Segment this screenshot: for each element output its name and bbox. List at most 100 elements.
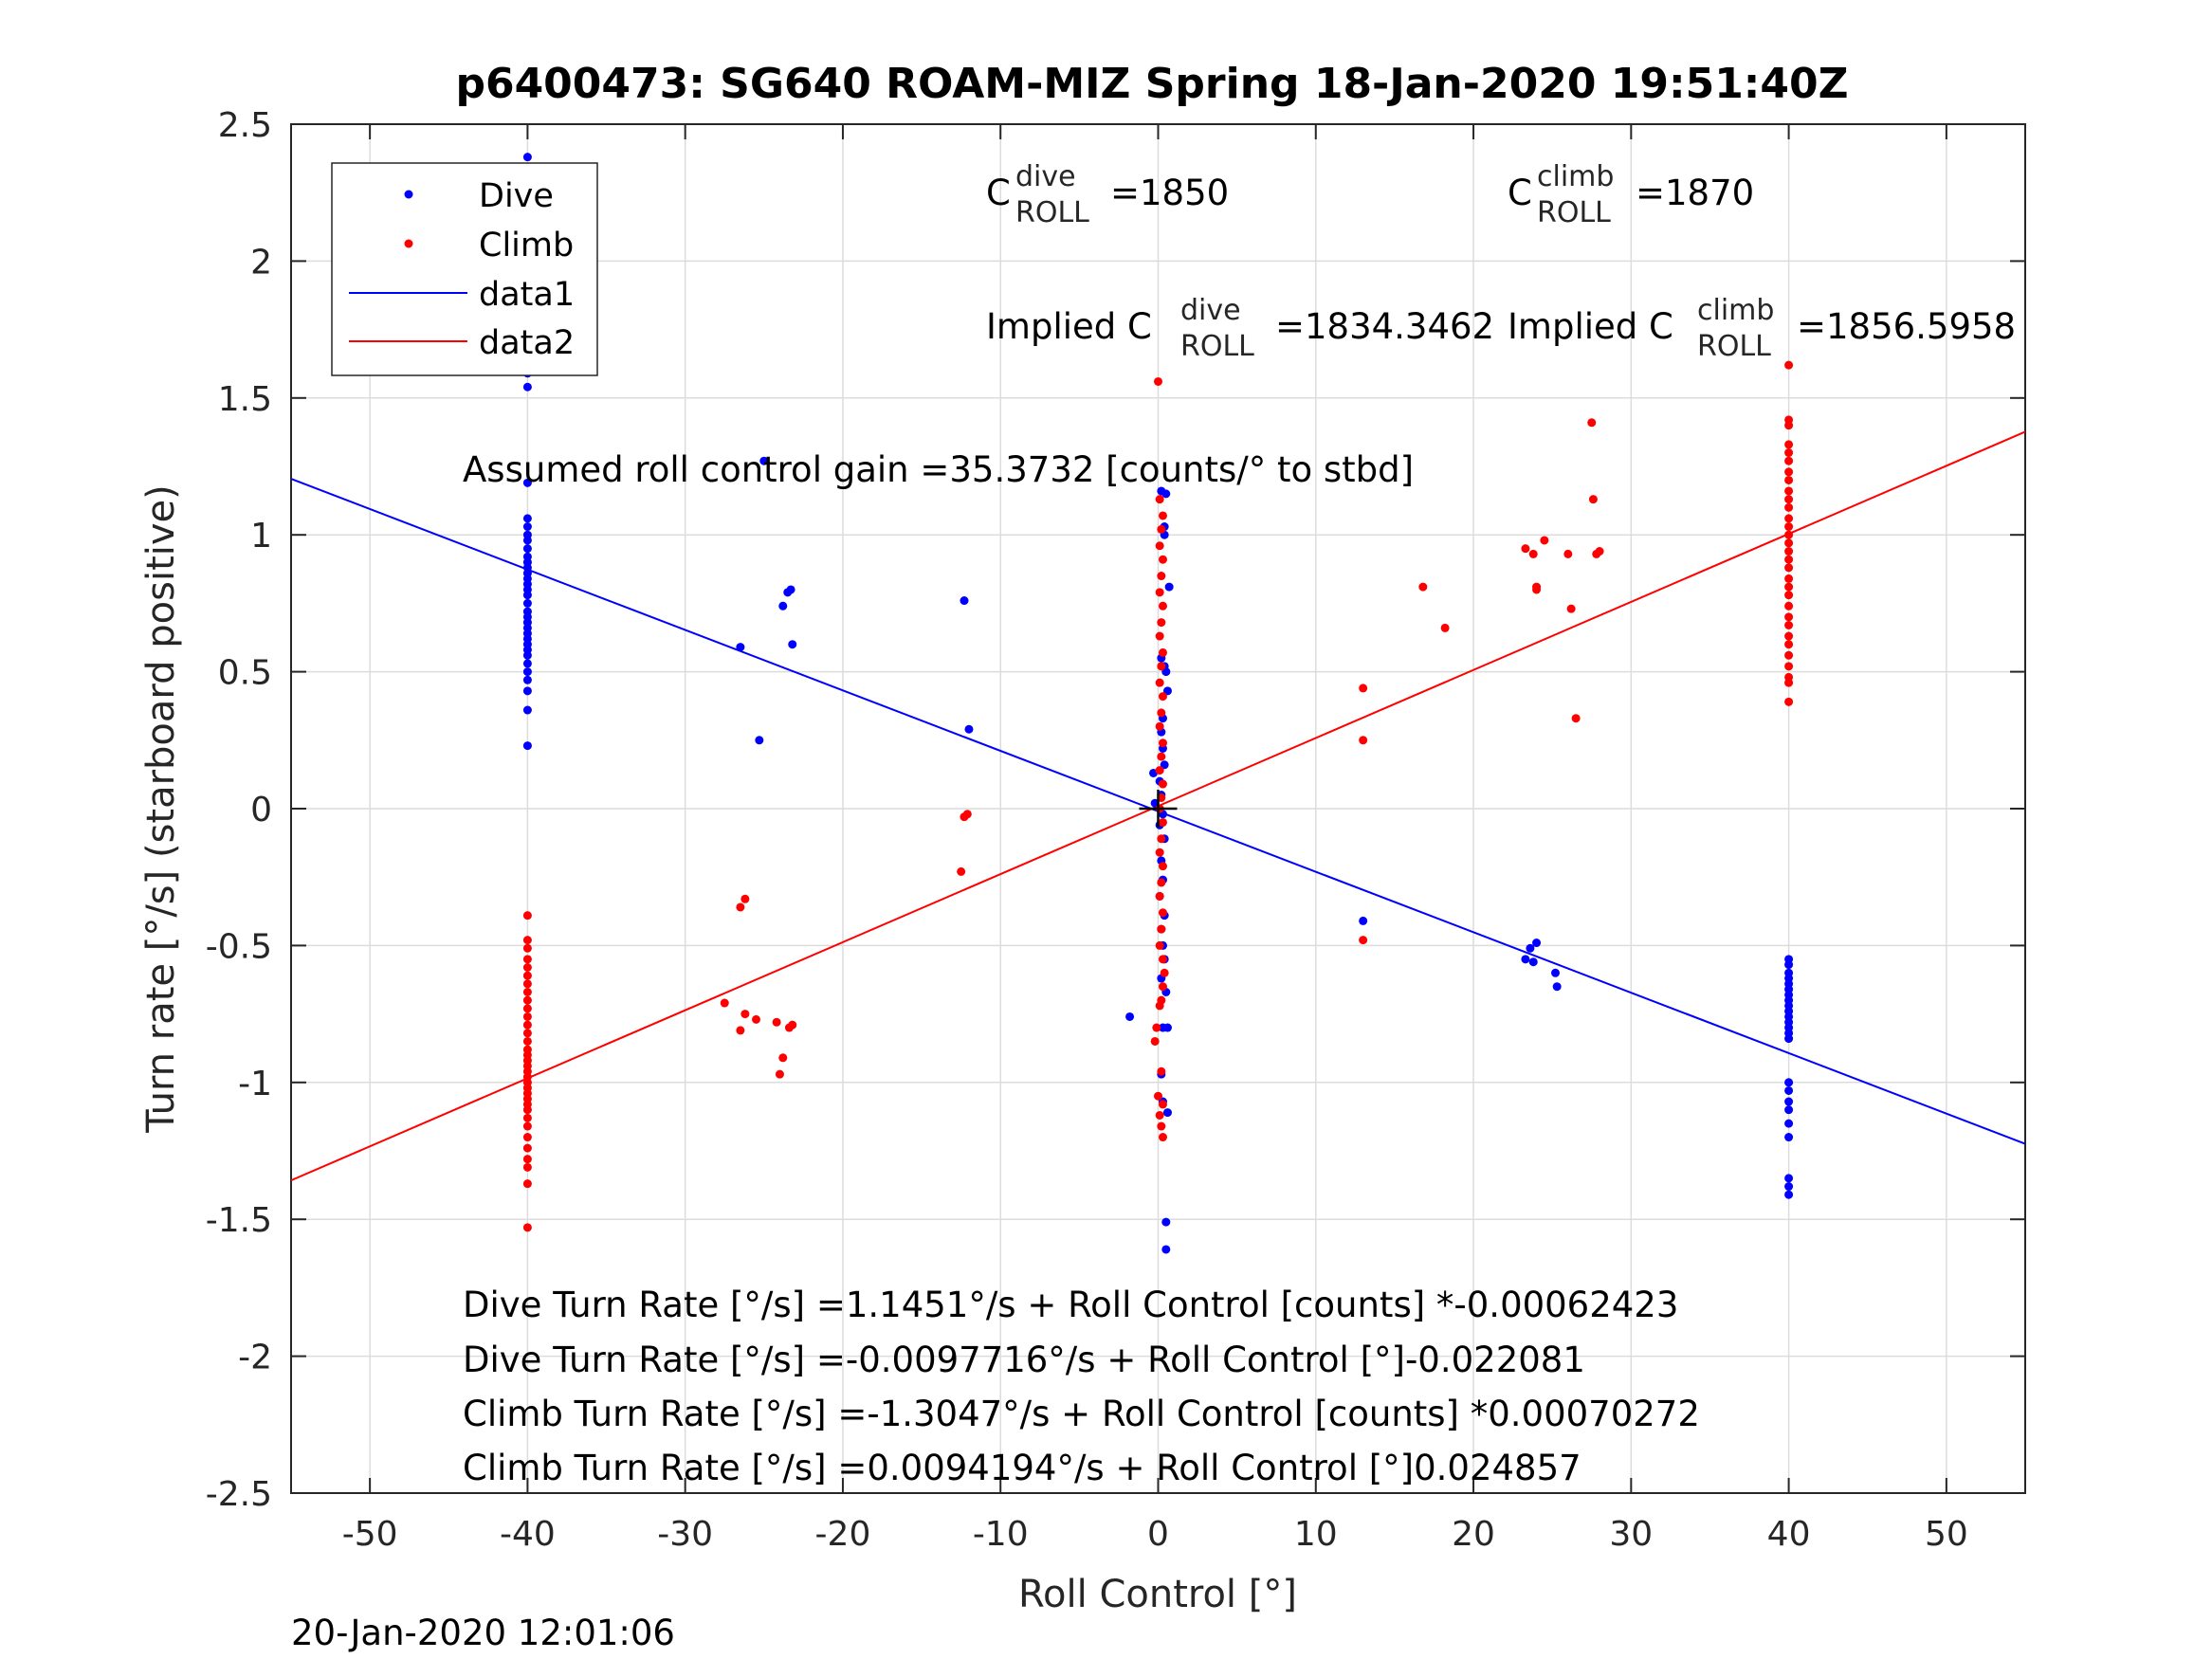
climb-point <box>778 1053 788 1063</box>
dive-point <box>1784 960 1794 970</box>
climb-point <box>1157 662 1166 671</box>
climb-point <box>1784 421 1794 430</box>
climb-point <box>1571 714 1581 723</box>
climb-point <box>1157 1066 1166 1076</box>
equation-climb-counts: Climb Turn Rate [°/s] =-1.3047°/s + Roll… <box>463 1394 1700 1434</box>
dive-point <box>960 596 969 606</box>
climb-point <box>1157 618 1166 628</box>
climb-point <box>1155 541 1164 551</box>
climb-point <box>1784 555 1794 564</box>
climb-point <box>522 1113 532 1122</box>
x-tick-label: 20 <box>1452 1515 1495 1554</box>
dive-point <box>522 382 532 392</box>
x-tick-label: 30 <box>1609 1515 1653 1554</box>
x-tick-label: -30 <box>657 1515 713 1554</box>
c-roll-climb-value: =1870 <box>1636 173 1754 213</box>
dive-point <box>522 686 532 696</box>
dive-point <box>1162 1023 1172 1032</box>
climb-point <box>1157 924 1166 934</box>
climb-point <box>522 1036 532 1046</box>
x-tick-label: -20 <box>815 1515 871 1554</box>
implied-climb-sup: climb <box>1697 294 1774 327</box>
climb-point <box>788 1020 797 1030</box>
climb-point <box>522 955 532 964</box>
climb-point <box>522 936 532 945</box>
dive-point <box>522 591 532 600</box>
climb-point <box>522 1162 532 1172</box>
climb-point <box>1359 684 1368 693</box>
dive-point <box>1784 1190 1794 1199</box>
climb-point <box>1155 891 1164 901</box>
climb-point <box>1150 1036 1160 1046</box>
climb-point <box>522 995 532 1005</box>
climb-point <box>740 1010 750 1019</box>
climb-point <box>1588 495 1598 504</box>
climb-point <box>1157 834 1166 844</box>
c-roll-dive-sub: ROLL <box>1015 196 1089 229</box>
climb-point <box>1784 697 1794 706</box>
x-axis-label: Roll Control [°] <box>1018 1573 1297 1616</box>
y-tick-label: 1 <box>250 517 272 556</box>
climb-point <box>957 866 966 876</box>
dive-point <box>786 585 795 594</box>
implied-dive-value: =1834.3462 <box>1275 306 1494 347</box>
legend-data2-label: data2 <box>479 324 575 362</box>
climb-point <box>1155 721 1164 731</box>
climb-point <box>1587 418 1597 428</box>
implied-dive-annotation: Implied C dive ROLL =1834.3462 <box>986 294 1494 363</box>
equation-climb-degrees: Climb Turn Rate [°/s] =0.0094194°/s + Ro… <box>463 1448 1581 1488</box>
climb-point <box>522 1012 532 1021</box>
climb-point <box>1154 376 1162 386</box>
dive-point <box>1784 1078 1794 1087</box>
climb-point <box>1784 475 1794 484</box>
climb-point <box>720 998 729 1008</box>
dive-point <box>736 643 745 652</box>
y-tick-labels: 2.5 2 1.5 1 0.5 0 -0.5 -1 -1.5 -2 -2.5 <box>206 106 272 1514</box>
dive-point <box>522 741 532 751</box>
dive-point <box>522 667 532 677</box>
climb-point <box>1157 524 1166 534</box>
dive-point <box>755 736 764 745</box>
x-tick-label: -40 <box>500 1515 556 1554</box>
climb-point <box>1155 678 1164 687</box>
climb-point <box>1158 555 1167 564</box>
climb-point <box>1784 662 1794 671</box>
y-tick-label: -1 <box>238 1065 272 1103</box>
climb-point <box>522 1155 532 1164</box>
implied-climb-annotation: Implied C climb ROLL =1856.5958 <box>1508 294 2016 363</box>
legend-box <box>331 162 598 376</box>
climb-point <box>522 1121 532 1131</box>
climb-point <box>1157 752 1166 761</box>
climb-point <box>1784 591 1794 600</box>
y-tick-label: -0.5 <box>206 927 272 966</box>
climb-point <box>1784 563 1794 573</box>
climb-point <box>1158 908 1167 918</box>
chart-title: p6400473: SG640 ROAM-MIZ Spring 18-Jan-2… <box>455 60 1848 108</box>
dive-point <box>522 522 532 532</box>
climb-point <box>522 1143 532 1153</box>
y-axis-label: Turn rate [°/s] (starboard positive) <box>139 484 183 1134</box>
climb-point <box>1784 612 1794 622</box>
dive-point <box>1161 489 1171 499</box>
c-roll-climb-sub: ROLL <box>1537 196 1611 229</box>
dive-point <box>1551 968 1561 977</box>
climb-point <box>522 1179 532 1189</box>
climb-point <box>1152 1023 1161 1032</box>
climb-point <box>775 1069 784 1079</box>
c-roll-dive-value: =1850 <box>1110 173 1229 213</box>
dive-point <box>1784 1105 1794 1115</box>
dive-point <box>1164 582 1174 592</box>
dive-point <box>1552 982 1562 992</box>
footer-timestamp: 20-Jan-2020 12:01:06 <box>291 1613 675 1653</box>
y-tick-label: -1.5 <box>206 1201 272 1240</box>
climb-point <box>522 1223 532 1232</box>
dive-point <box>1161 1245 1171 1254</box>
climb-point <box>522 963 532 973</box>
dive-point <box>759 456 769 465</box>
climb-point <box>522 987 532 996</box>
dive-point <box>1162 1108 1172 1118</box>
climb-point <box>522 1029 532 1038</box>
climb-point <box>1158 601 1167 611</box>
dive-point <box>1359 916 1368 925</box>
dive-point <box>522 705 532 715</box>
